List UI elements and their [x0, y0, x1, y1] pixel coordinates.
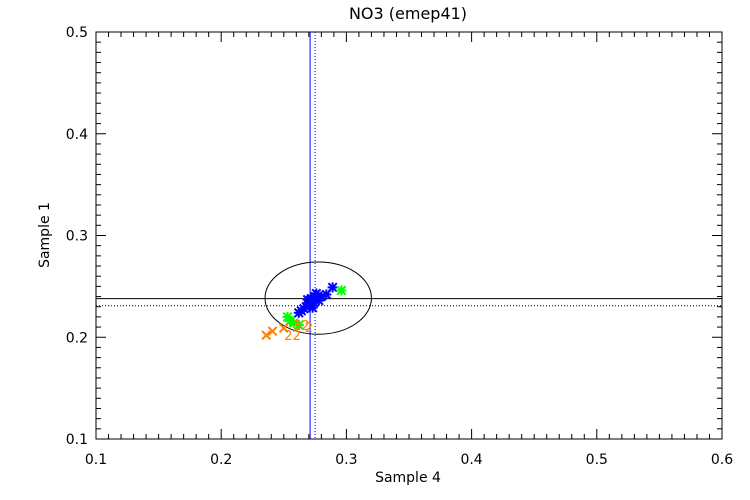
data-point — [307, 302, 318, 313]
confidence-ellipse-layer — [264, 261, 372, 335]
confidence-ellipse — [264, 261, 372, 335]
data-points — [261, 282, 347, 341]
reference-lines — [96, 32, 722, 439]
x-tick-label: 0.3 — [335, 452, 357, 468]
point-label: 3 — [293, 319, 301, 334]
y-tick-label: 0.5 — [66, 25, 88, 41]
y-tick-label: 0.2 — [66, 330, 88, 346]
data-point — [327, 282, 338, 293]
x-tick-label: 0.1 — [85, 452, 107, 468]
data-point — [261, 330, 272, 341]
x-tick-label: 0.6 — [711, 452, 733, 468]
point-label: 12 — [293, 319, 310, 334]
y-axis-label: Sample 1 — [37, 202, 53, 268]
data-point — [302, 294, 313, 305]
x-tick-label: 0.5 — [586, 452, 608, 468]
data-point — [278, 323, 289, 334]
y-tick-labels: 0.1 0.2 0.3 0.4 0.5 — [66, 25, 88, 448]
plot-frame — [95, 31, 723, 440]
point-label: 22 — [284, 329, 301, 344]
y-tick-label: 0.1 — [66, 432, 88, 448]
x-axis-label: Sample 4 — [375, 470, 441, 486]
x-tick-label: 0.4 — [460, 452, 482, 468]
y-tick-label: 0.3 — [66, 229, 88, 245]
data-point — [321, 289, 332, 300]
data-point — [267, 326, 278, 337]
data-point — [336, 285, 347, 296]
y-tick-label: 0.4 — [66, 127, 88, 143]
data-point — [293, 320, 304, 331]
point-label: 2 — [305, 321, 313, 336]
point-stroke — [261, 330, 272, 341]
x-tick-labels: 0.1 0.2 0.3 0.4 0.5 0.6 — [85, 452, 733, 468]
point-stroke — [278, 323, 289, 334]
point-stroke — [267, 326, 278, 337]
chart-title: NO3 (emep41) — [349, 4, 467, 23]
x-tick-label: 0.2 — [210, 452, 232, 468]
axis-ticks — [95, 31, 723, 440]
